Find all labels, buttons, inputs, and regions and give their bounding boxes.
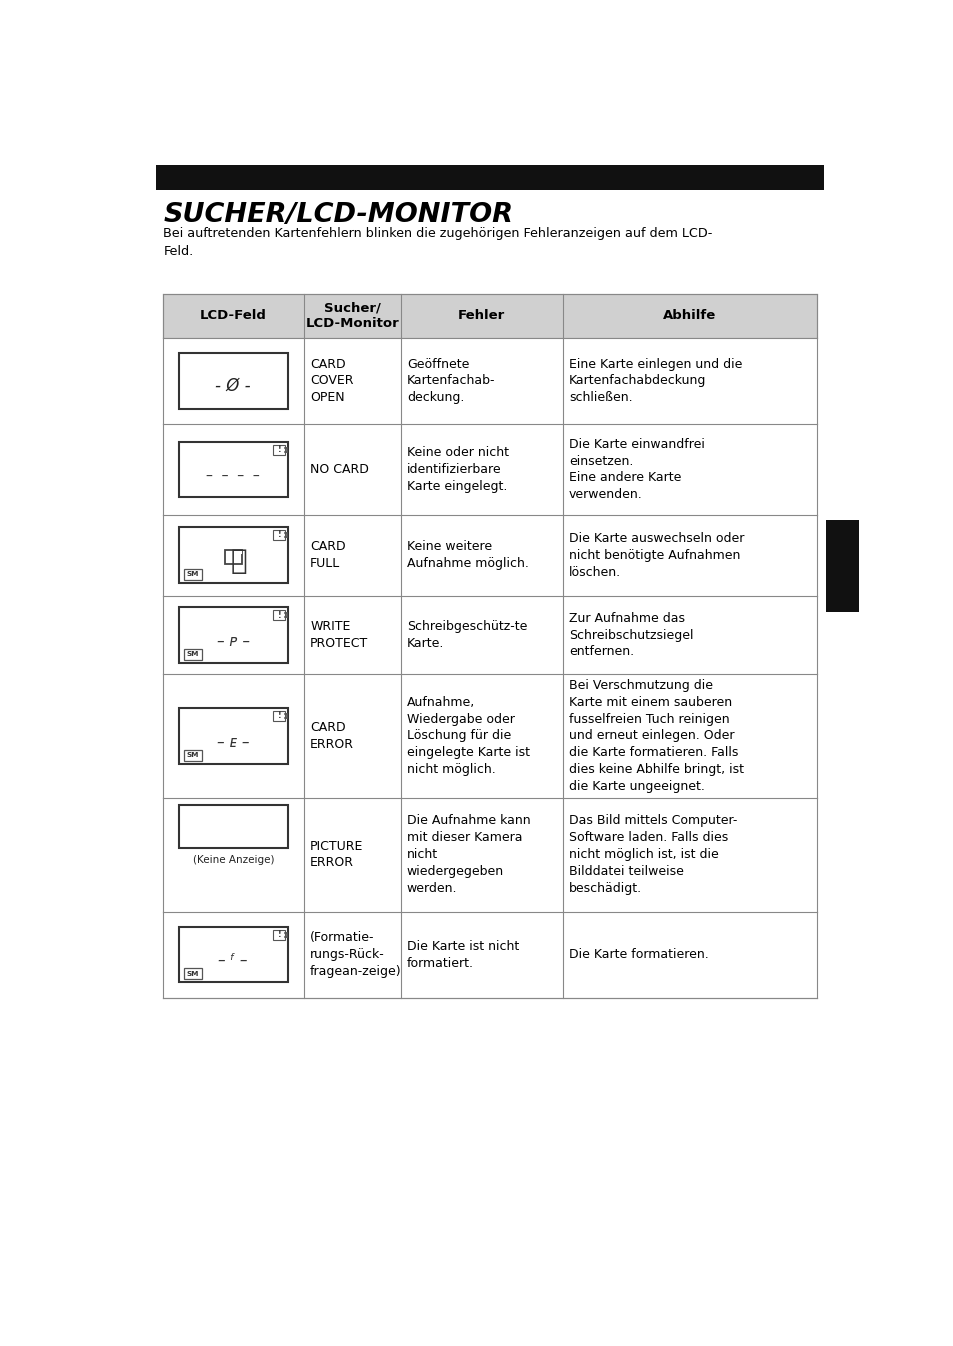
Text: Keine oder nicht
identifizierbare
Karte eingelegt.: Keine oder nicht identifizierbare Karte … (406, 447, 508, 493)
Bar (183, 750, 202, 760)
Bar (163, 596, 816, 674)
Text: LCD-Feld: LCD-Feld (200, 310, 267, 323)
Text: Geöffnete
Kartenfachab-
deckung.: Geöffnete Kartenfachab- deckung. (406, 358, 495, 404)
Text: – ᴘ –: – ᴘ – (216, 634, 250, 649)
Bar (236, 551, 242, 555)
Text: - Ø -: - Ø - (215, 377, 251, 394)
Bar (183, 569, 202, 580)
Text: Bei Verschmutzung die
Karte mit einem sauberen
fusselfreien Tuch reinigen
und er: Bei Verschmutzung die Karte mit einem sa… (568, 678, 743, 793)
Text: SM: SM (187, 970, 199, 977)
Text: Die Karte ist nicht
formatiert.: Die Karte ist nicht formatiert. (406, 940, 518, 969)
Text: SM: SM (187, 571, 199, 577)
Text: SM: SM (187, 752, 199, 758)
Text: (Formatie-
rungs-Rück-
fragean-zeige): (Formatie- rungs-Rück- fragean-zeige) (310, 931, 401, 979)
Bar (179, 607, 288, 662)
Bar (163, 911, 816, 997)
Text: !: ! (277, 530, 281, 540)
Text: Zur Aufnahme das
Schreibschutzsiegel
entfernen.: Zur Aufnahme das Schreibschutzsiegel ent… (568, 612, 693, 658)
Bar (163, 516, 816, 596)
Bar (274, 711, 285, 721)
Bar (155, 166, 823, 190)
Bar (179, 708, 288, 763)
Text: – ᶠ –: – ᶠ – (218, 953, 248, 968)
Text: – ᴇ –: – ᴇ – (216, 735, 249, 750)
Text: (Keine Anzeige): (Keine Anzeige) (193, 855, 274, 864)
Bar (274, 930, 285, 940)
Bar (825, 520, 858, 612)
Text: –  –  –  –: – – – – (206, 468, 260, 483)
Text: Sucher/
LCD-Monitor: Sucher/ LCD-Monitor (305, 302, 398, 330)
Bar (163, 293, 816, 338)
Text: WRITE
PROTECT: WRITE PROTECT (310, 621, 368, 650)
Bar (163, 798, 816, 911)
Text: Die Karte einwandfrei
einsetzen.
Eine andere Karte
verwenden.: Die Karte einwandfrei einsetzen. Eine an… (568, 437, 704, 501)
Text: Die Karte auswechseln oder
nicht benötigte Aufnahmen
löschen.: Die Karte auswechseln oder nicht benötig… (568, 532, 743, 579)
Text: CARD
ERROR: CARD ERROR (310, 721, 354, 751)
Text: SM: SM (187, 651, 199, 657)
Text: Bei auftretenden Kartenfehlern blinken die zugehörigen Fehleranzeigen auf dem LC: Bei auftretenden Kartenfehlern blinken d… (163, 227, 712, 258)
Text: CARD
COVER
OPEN: CARD COVER OPEN (310, 358, 354, 404)
Bar (163, 338, 816, 424)
Text: PICTURE
ERROR: PICTURE ERROR (310, 840, 363, 870)
Bar (179, 441, 288, 497)
Text: Aufnahme,
Wiedergabe oder
Löschung für die
eingelegte Karte ist
nicht möglich.: Aufnahme, Wiedergabe oder Löschung für d… (406, 696, 529, 777)
Text: !: ! (277, 930, 281, 940)
Bar (274, 446, 285, 455)
Bar (163, 674, 816, 798)
Bar (183, 969, 202, 980)
Text: NO CARD: NO CARD (310, 463, 369, 476)
Text: SUCHER/LCD-MONITOR: SUCHER/LCD-MONITOR (163, 202, 513, 227)
Text: Die Aufnahme kann
mit dieser Kamera
nicht
wiedergegeben
werden.: Die Aufnahme kann mit dieser Kamera nich… (406, 814, 530, 895)
Bar (225, 551, 242, 564)
Text: !: ! (277, 446, 281, 454)
Bar (274, 530, 285, 540)
Bar (179, 805, 288, 848)
Bar (183, 649, 202, 660)
Text: Die Karte formatieren.: Die Karte formatieren. (568, 948, 708, 961)
Text: ⎀: ⎀ (231, 548, 248, 575)
Text: !: ! (277, 611, 281, 619)
Text: CARD
FULL: CARD FULL (310, 541, 345, 571)
Text: Eine Karte einlegen und die
Kartenfachabdeckung
schließen.: Eine Karte einlegen und die Kartenfachab… (568, 358, 741, 404)
Text: !: ! (277, 712, 281, 720)
Text: Das Bild mittels Computer-
Software laden. Falls dies
nicht möglich ist, ist die: Das Bild mittels Computer- Software lade… (568, 814, 737, 895)
Bar (274, 611, 285, 621)
Bar (163, 424, 816, 516)
Text: Keine weitere
Aufnahme möglich.: Keine weitere Aufnahme möglich. (406, 541, 528, 571)
Bar (179, 528, 288, 583)
Text: Abhilfe: Abhilfe (662, 310, 716, 323)
Text: Schreibgeschütz-te
Karte.: Schreibgeschütz-te Karte. (406, 621, 527, 650)
Bar (179, 353, 288, 409)
Text: Fehler: Fehler (457, 310, 505, 323)
Bar (179, 927, 288, 983)
